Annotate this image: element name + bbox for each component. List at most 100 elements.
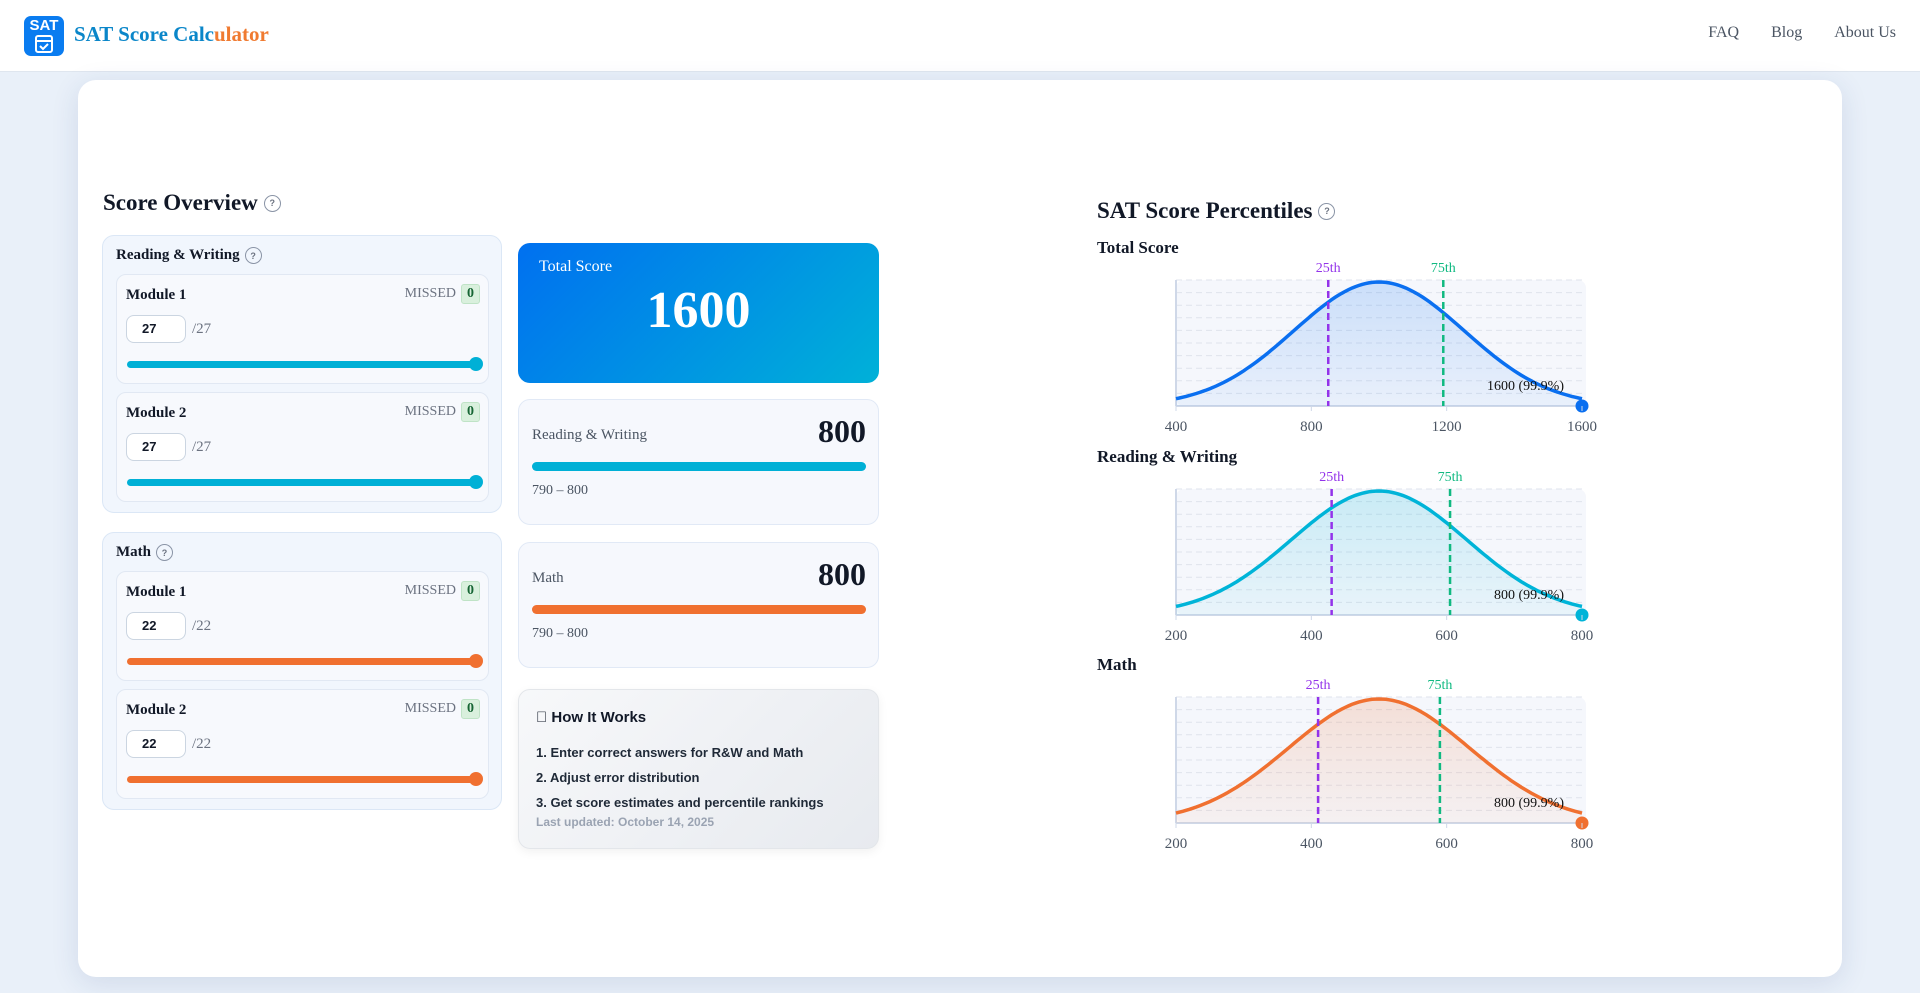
missed-count-badge: 0 [461, 284, 480, 304]
percentile-chart: 25th 75th 1600 (99.9%) 400 800 1200 1600 [1165, 261, 1597, 435]
x-tick-label: 400 [1165, 419, 1188, 435]
slider-thumb[interactable] [469, 475, 483, 489]
logo[interactable]: SAT [24, 16, 64, 56]
module-card: Module 1 MISSED 0 27 /27 [116, 274, 489, 384]
max-questions: /22 [192, 736, 212, 752]
missed-label: MISSED [404, 583, 456, 598]
distribution-area [1176, 491, 1582, 615]
missed-label: MISSED [404, 701, 456, 716]
p25-label: 25th [1306, 678, 1331, 693]
p75-label: 75th [1431, 261, 1456, 276]
correct-answers-input[interactable]: 27 [126, 433, 186, 461]
correct-answers-input[interactable]: 22 [126, 612, 186, 640]
x-tick-label: 800 [1571, 836, 1594, 852]
how-it-works-card:   How It Works 1. Enter correct answers … [518, 689, 879, 849]
x-tick-label: 800 [1571, 628, 1594, 644]
math-score-label: Math [532, 570, 564, 586]
max-questions: /22 [192, 618, 212, 634]
module-name: Module 2 [126, 702, 187, 718]
math-score-bar [532, 605, 866, 614]
help-icon[interactable]: ? [263, 194, 281, 212]
module-name: Module 2 [126, 405, 187, 421]
missed-label: MISSED [404, 286, 456, 301]
section-title: Reading & Writing? [116, 247, 262, 264]
p75-label: 75th [1438, 470, 1463, 485]
correct-answers-slider[interactable] [127, 357, 483, 371]
correct-answers-slider[interactable] [127, 654, 483, 668]
how-step: 3. Get score estimates and percentile ra… [536, 795, 824, 810]
x-tick-label: 400 [1300, 836, 1323, 852]
chart-title: Reading & Writing [1097, 447, 1238, 466]
slider-thumb[interactable] [469, 357, 483, 371]
last-updated: Last updated: October 14, 2025 [536, 815, 715, 829]
top-nav: SAT SAT Score Calculator FAQ Blog About … [0, 0, 1920, 72]
max-questions: /27 [192, 439, 212, 455]
x-tick-label: 800 [1300, 419, 1323, 435]
help-icon[interactable]: ? [244, 247, 262, 264]
rw-score-label: Reading & Writing [532, 427, 647, 443]
rw-panel: Reading & Writing? Module 1 MISSED 0 27 /… [102, 235, 502, 513]
slider-thumb[interactable] [469, 772, 483, 786]
missed-count-badge: 0 [461, 699, 480, 719]
site-title[interactable]: SAT Score Calculator [74, 22, 269, 46]
correct-answers-slider[interactable] [127, 475, 483, 489]
calendar-check-icon [35, 35, 53, 53]
how-step: 2. Adjust error distribution [536, 770, 700, 785]
module-name: Module 1 [126, 584, 187, 600]
x-tick-label: 600 [1435, 628, 1458, 644]
total-score-value: 1600 [646, 282, 751, 339]
how-step: 1. Enter correct answers for R&W and Mat… [536, 745, 804, 760]
distribution-curve [1175, 489, 1583, 609]
module-card: Module 2 MISSED 0 22 /22 [116, 689, 489, 799]
correct-answers-slider[interactable] [127, 772, 483, 786]
nav-blog[interactable]: Blog [1771, 24, 1803, 41]
distribution-area [1176, 699, 1582, 823]
math-score-range: 790 – 800 [532, 626, 588, 641]
x-tick-label: 200 [1165, 628, 1188, 644]
section-title: Math? [116, 544, 173, 561]
slider-thumb[interactable] [469, 654, 483, 668]
module-card: Module 1 MISSED 0 22 /22 [116, 571, 489, 681]
math-score-card: Math 800 790 – 800 [518, 542, 879, 668]
rw-score-card: Reading & Writing 800 790 – 800 [518, 399, 879, 525]
module-card: Module 2 MISSED 0 27 /27 [116, 392, 489, 502]
missed-count-badge: 0 [461, 402, 480, 422]
rw-score-range: 790 – 800 [532, 483, 588, 498]
x-tick-label: 600 [1435, 836, 1458, 852]
p25-label: 25th [1316, 261, 1341, 276]
percentile-chart: 25th 75th 800 (99.9%) 200 400 600 800 [1165, 678, 1594, 852]
module-name: Module 1 [126, 287, 187, 303]
math-panel: Math? Module 1 MISSED 0 22 /22 Module 2 M… [102, 532, 502, 810]
max-questions: /27 [192, 321, 212, 337]
rw-score-bar [532, 462, 866, 471]
score-label: 800 (99.9%) [1494, 588, 1564, 603]
p25-label: 25th [1319, 470, 1344, 485]
score-label: 800 (99.9%) [1494, 796, 1564, 811]
score-label: 1600 (99.9%) [1487, 379, 1564, 394]
distribution-area [1176, 282, 1582, 406]
nav-about[interactable]: About Us [1834, 24, 1896, 41]
percentiles-title: SAT Score Percentiles? [1097, 198, 1336, 224]
nav-faq[interactable]: FAQ [1708, 24, 1740, 41]
total-score-label: Total Score [539, 258, 613, 275]
distribution-curve [1175, 280, 1583, 401]
help-icon[interactable]: ? [1318, 202, 1336, 220]
rw-score-value: 800 [818, 413, 866, 449]
score-overview-title: Score Overview? [103, 190, 281, 216]
chart-title: Math [1097, 655, 1137, 674]
x-tick-label: 200 [1165, 836, 1188, 852]
correct-answers-input[interactable]: 22 [126, 730, 186, 758]
help-icon[interactable]: ? [156, 544, 173, 561]
missed-label: MISSED [404, 404, 456, 419]
x-tick-label: 1200 [1432, 419, 1462, 435]
percentile-chart: 25th 75th 800 (99.9%) 200 400 600 800 [1165, 470, 1594, 644]
chart-title: Total Score [1097, 238, 1179, 257]
total-score-card: Total Score 1600 [518, 243, 879, 383]
p75-label: 75th [1427, 678, 1452, 693]
logo-text: SAT [29, 17, 59, 34]
distribution-curve [1175, 697, 1583, 815]
how-title:   How It Works [536, 709, 647, 726]
x-tick-label: 1600 [1567, 419, 1597, 435]
missed-count-badge: 0 [461, 581, 480, 601]
correct-answers-input[interactable]: 27 [126, 315, 186, 343]
